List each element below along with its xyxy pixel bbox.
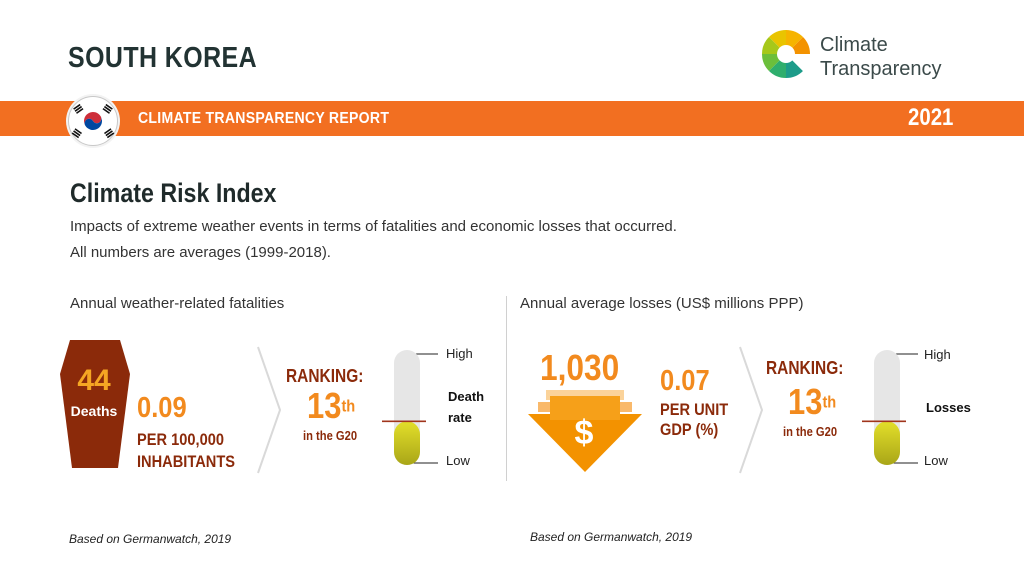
fatalities-ranking-sub: in the G20 [303, 428, 358, 443]
banner-label: CLIMATE TRANSPARENCY REPORT [138, 110, 390, 127]
gauge-high-label: High [924, 347, 951, 362]
logo-line1: Climate [820, 34, 888, 56]
gdp-unit-line1: PER UNIT [660, 400, 729, 419]
column-divider [506, 296, 507, 481]
chevron-right-icon [739, 346, 764, 474]
fatalities-heading: Annual weather-related fatalities [70, 295, 285, 312]
gauge-label-line2: rate [448, 410, 472, 425]
loss-value: 1,030 [540, 347, 620, 388]
report-year: 2021 [908, 104, 954, 131]
death-rate-gauge [382, 350, 438, 465]
losses-heading: Annual average losses (US$ millions PPP) [520, 295, 804, 312]
losses-ranking-sub: in the G20 [783, 424, 838, 439]
deaths-label: Deaths [70, 403, 118, 419]
losses-ranking: 13th [788, 381, 836, 423]
section-description-line1: Impacts of extreme weather events in ter… [70, 218, 677, 235]
section-description-line2: All numbers are averages (1999-2018). [70, 244, 331, 261]
gauge-high-label: High [446, 346, 473, 361]
gdp-value: 0.07 [660, 365, 710, 397]
losses-ranking-label: RANKING: [766, 358, 844, 378]
losses-gauge [862, 350, 918, 465]
losses-source: Based on Germanwatch, 2019 [530, 530, 693, 544]
fatalities-ranking: 13th [307, 385, 355, 427]
gauge-fill [874, 421, 900, 465]
gdp-unit-line2: GDP (%) [660, 420, 719, 439]
losses-ranking-suffix: th [822, 392, 837, 412]
climate-transparency-logo-icon [761, 29, 811, 79]
country-title: SOUTH KOREA [68, 42, 258, 74]
chevron-right-icon [257, 346, 282, 474]
report-banner [0, 101, 1024, 136]
fatality-rate-value: 0.09 [137, 392, 187, 424]
fatalities-ranking-label: RANKING: [286, 366, 364, 386]
fatality-rate-unit-line1: PER 100,000 [137, 430, 224, 449]
fatalities-ranking-suffix: th [341, 396, 356, 416]
losses-ranking-value: 13 [788, 381, 823, 422]
gauge-label: Losses [926, 400, 971, 415]
gauge-low-label: Low [924, 453, 948, 468]
section-title: Climate Risk Index [70, 178, 277, 208]
fatality-rate-unit-line2: INHABITANTS [137, 452, 235, 471]
gauge-label-line1: Death [448, 389, 485, 404]
fatalities-source: Based on Germanwatch, 2019 [69, 532, 232, 546]
coffin-icon [60, 340, 130, 468]
south-korea-flag-icon [68, 96, 118, 146]
dollar-symbol: $ [574, 414, 594, 452]
gauge-fill [394, 421, 420, 465]
down-arrow-icon [528, 390, 642, 472]
logo-line2: Transparency [820, 58, 942, 80]
deaths-value: 44 [77, 364, 111, 397]
fatalities-ranking-value: 13 [307, 385, 342, 426]
gauge-low-label: Low [446, 453, 470, 468]
logo-wordmark: Climate Transparency [820, 33, 942, 81]
